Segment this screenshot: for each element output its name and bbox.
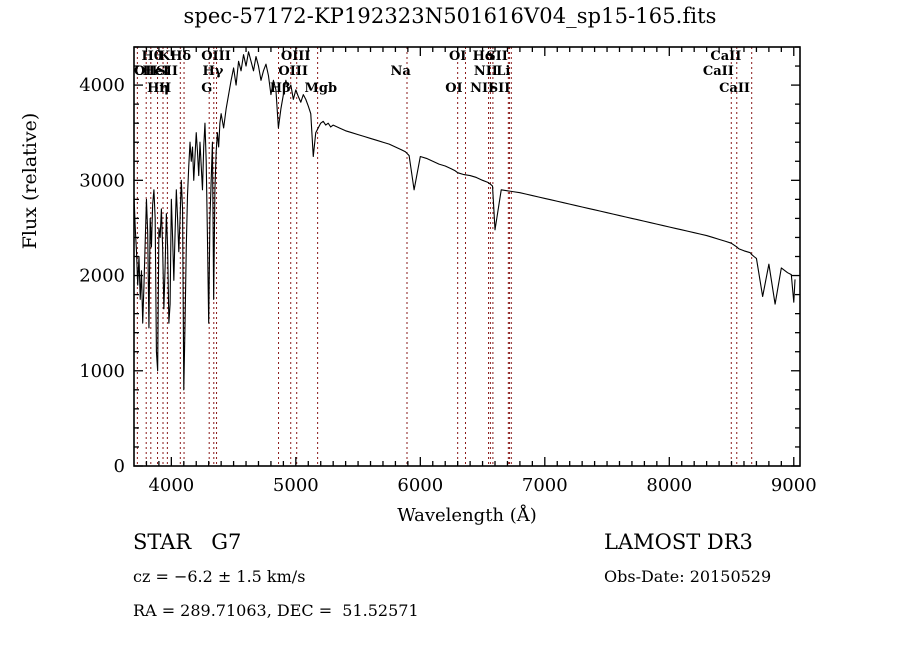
x-tick-label: 9000 [771, 475, 817, 496]
page-title: spec-57172-KP192323N501616V04_sp15-165.f… [183, 4, 717, 28]
spectrum-curve-layer [133, 51, 796, 391]
marker-label: SII [489, 81, 511, 96]
marker-label: NII [470, 81, 494, 96]
marker-label: Mgb [305, 81, 338, 96]
marker-label: OIII [281, 49, 311, 64]
x-tick-label: 7000 [522, 475, 568, 496]
marker-label: H [159, 81, 171, 96]
obs-date-line: Obs-Date: 20150529 [604, 567, 772, 586]
y-tick-label: 4000 [79, 75, 125, 96]
y-tick-label: 3000 [79, 170, 125, 191]
marker-label: Hθ [141, 49, 162, 64]
object-class-line: STAR G7 [133, 530, 242, 554]
x-tick-label: 4000 [148, 475, 194, 496]
redshift-velocity-line: cz = −6.2 ± 1.5 km/s [133, 567, 306, 586]
marker-label: Hδ [170, 49, 191, 64]
coordinates-line: RA = 289.71063, DEC = 51.52571 [133, 601, 419, 620]
marker-label: OIII [201, 49, 231, 64]
marker-label: G [201, 81, 212, 96]
footer-info: STAR G7 cz = −6.2 ± 1.5 km/s RA = 289.71… [0, 532, 900, 642]
spectrum-curve [133, 51, 796, 391]
marker-label: NII [474, 64, 498, 79]
x-tick-label: 8000 [646, 475, 692, 496]
marker-label: OI [449, 49, 466, 64]
marker-label: CaII [703, 64, 734, 79]
marker-label: HeI [142, 64, 169, 79]
marker-label: Li [496, 64, 510, 79]
footer-left-column: STAR G7 cz = −6.2 ± 1.5 km/s RA = 289.71… [133, 532, 419, 619]
y-axis-label: Flux (relative) [19, 112, 41, 250]
survey-label: LAMOST DR3 [604, 530, 753, 554]
axis-frame-layer [133, 46, 801, 467]
marker-label: Hβ [270, 81, 291, 96]
marker-label: CaII [710, 49, 741, 64]
marker-label: Na [390, 64, 411, 79]
tick-label-layer: 4000 5000 6000 7000 8000 9000 0 1000 2000 3000 400… [79, 75, 816, 496]
marker-label: OII [134, 64, 158, 79]
marker-label: SII [156, 64, 178, 79]
x-tick-label: 6000 [397, 475, 443, 496]
marker-label: CaII [719, 81, 750, 96]
marker-label: Hη [147, 81, 169, 96]
marker-line-layer [136, 47, 753, 466]
marker-label: OI [134, 64, 151, 79]
footer-right-column: LAMOST DR3 Obs-Date: 20150529 [604, 532, 771, 585]
marker-label-layer: OIIHθHηKOIHeIHSIIHδGHγOIIIHβOIIIOIIIMgbN… [134, 49, 750, 96]
marker-label: K [159, 49, 171, 64]
x-tick-label: 5000 [273, 475, 319, 496]
y-tick-label: 2000 [79, 266, 125, 287]
marker-label: Hγ [202, 64, 223, 79]
y-tick-label: 0 [114, 456, 125, 477]
y-tick-label: 1000 [79, 361, 125, 382]
axis-frame [133, 46, 801, 467]
marker-label: SII [486, 49, 508, 64]
marker-label: Hα [473, 49, 495, 64]
marker-label: OIII [278, 64, 308, 79]
x-axis-label: Wavelength (Å) [397, 505, 537, 526]
marker-label: OI [445, 81, 462, 96]
spectrum-chart: 4000 5000 6000 7000 8000 9000 0 1000 2000 3000 400… [79, 46, 817, 496]
